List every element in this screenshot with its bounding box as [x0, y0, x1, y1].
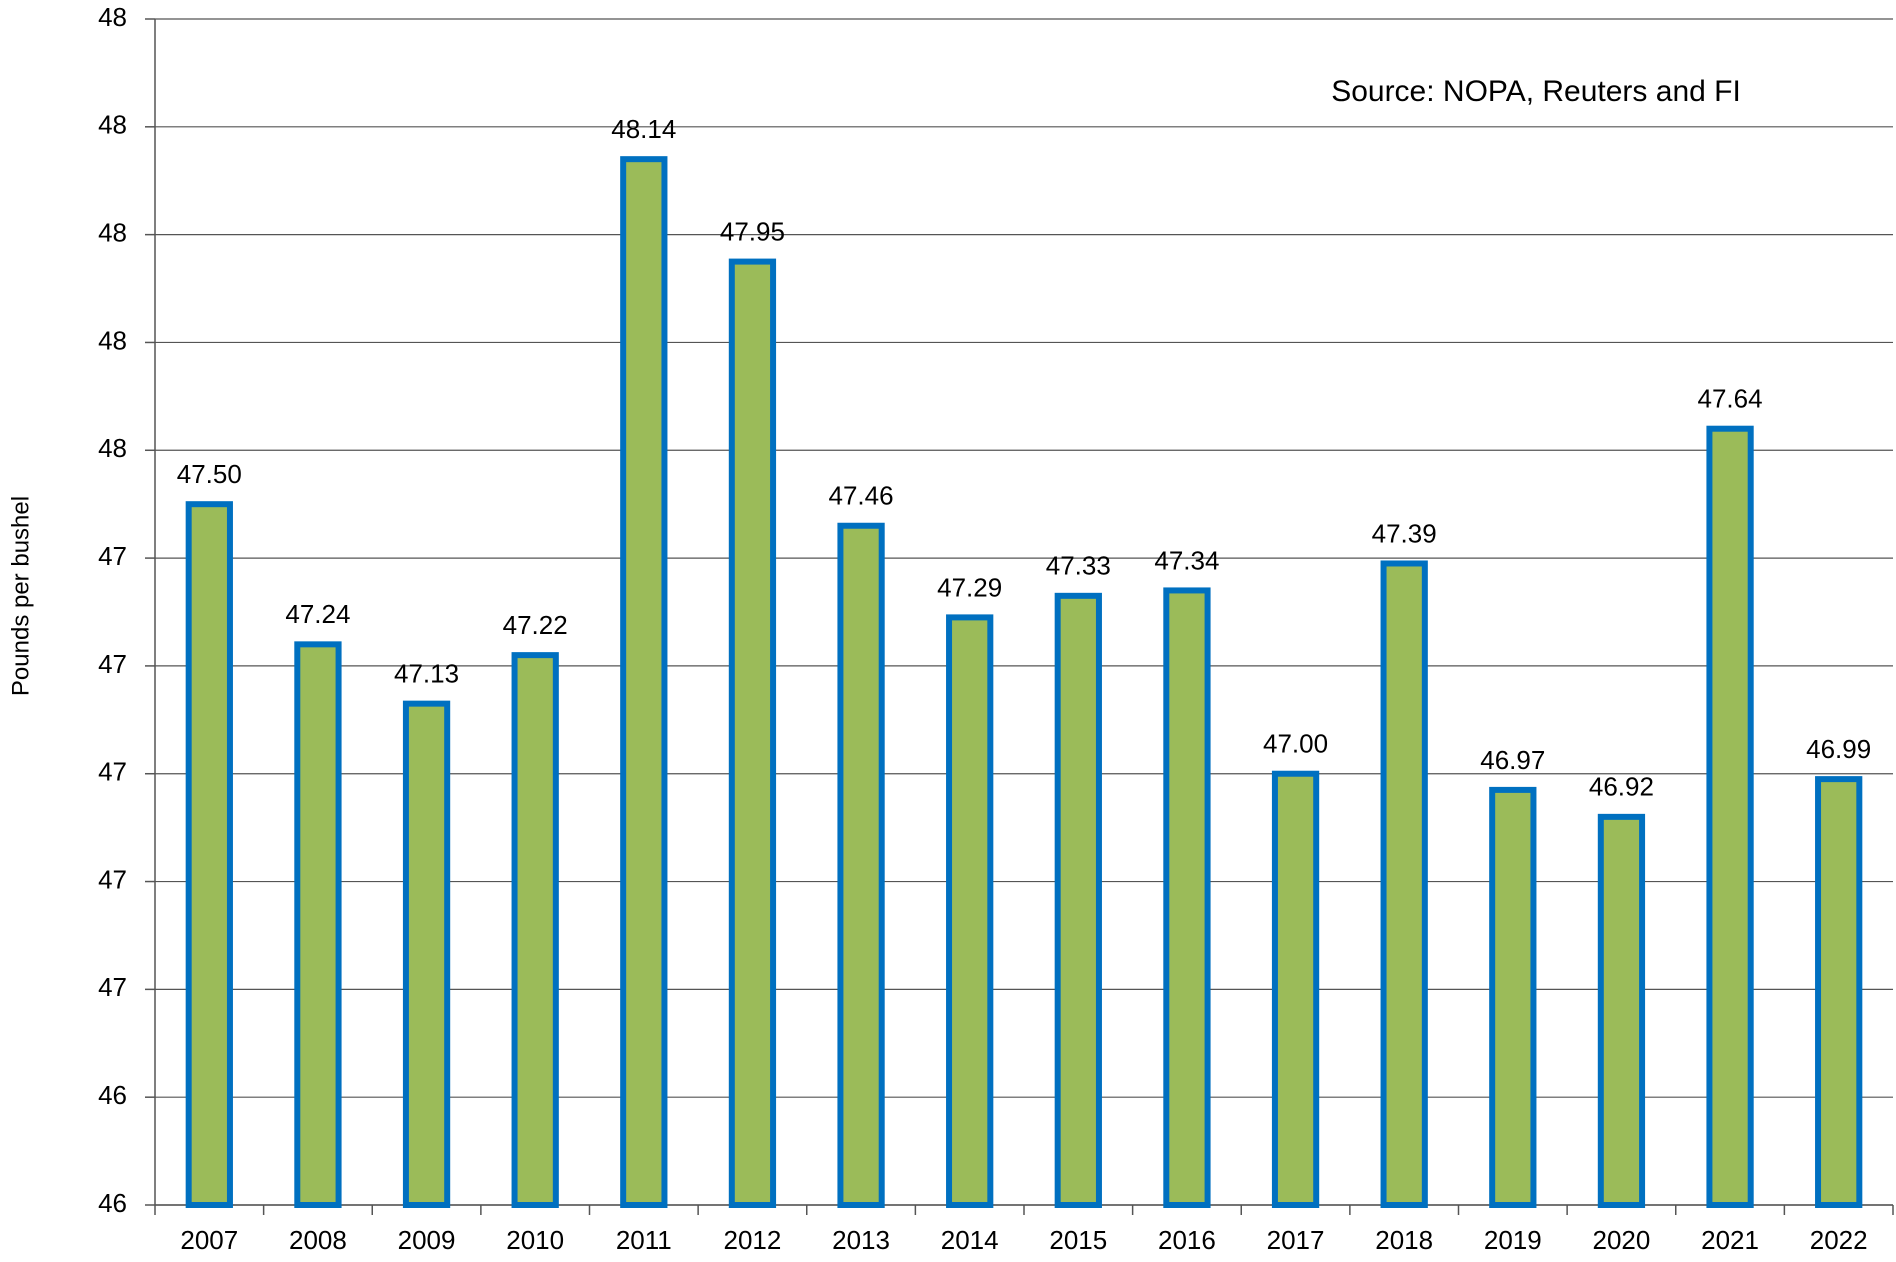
bar: [294, 641, 342, 1208]
x-tick-label: 2018: [1375, 1225, 1433, 1255]
x-tick-label: 2019: [1484, 1225, 1542, 1255]
x-tick-label: 2015: [1049, 1225, 1107, 1255]
bar: [402, 700, 451, 1208]
x-tick-label: 2016: [1158, 1225, 1216, 1255]
bar: [837, 522, 885, 1208]
y-tick-label: 47: [98, 541, 127, 571]
value-label: 46.99: [1806, 734, 1871, 764]
value-label: 47.64: [1698, 384, 1763, 414]
bar: [946, 614, 994, 1208]
bar: [511, 652, 559, 1208]
bar: [1054, 592, 1102, 1208]
y-tick-label: 48: [98, 325, 127, 355]
x-tick-label: 2021: [1701, 1225, 1759, 1255]
y-tick-label: 48: [98, 2, 127, 32]
value-label: 48.14: [611, 114, 676, 144]
y-tick-label: 48: [98, 218, 127, 248]
value-label: 47.13: [394, 659, 459, 689]
annotation: Source: NOPA, Reuters and FI: [1331, 75, 1741, 108]
bar: [1163, 587, 1211, 1208]
value-label: 47.29: [937, 572, 1002, 602]
x-tick-label: 2013: [832, 1225, 890, 1255]
bar: [1380, 560, 1428, 1208]
y-tick-label: 46: [98, 1188, 127, 1218]
value-label: 47.33: [1046, 551, 1111, 581]
value-label: 47.39: [1372, 518, 1437, 548]
x-tick-label: 2022: [1810, 1225, 1868, 1255]
value-label: 47.22: [503, 610, 568, 640]
value-label: 46.97: [1480, 745, 1545, 775]
bar: [1706, 425, 1754, 1208]
value-label: 46.92: [1589, 772, 1654, 802]
y-tick-label: 47: [98, 864, 127, 894]
y-tick-label: 47: [98, 972, 127, 1002]
bar: [620, 156, 668, 1208]
y-tick-label: 48: [98, 433, 127, 463]
bar: [728, 258, 777, 1209]
x-tick-label: 2011: [616, 1225, 672, 1255]
y-tick-label: 48: [98, 110, 127, 140]
x-tick-label: 2017: [1267, 1225, 1325, 1255]
bar: [1597, 813, 1646, 1208]
y-tick-label: 47: [98, 757, 127, 787]
bar: [1271, 770, 1320, 1209]
y-tick-label: 47: [98, 649, 127, 679]
value-label: 47.95: [720, 216, 785, 246]
bar: [185, 501, 233, 1208]
value-label: 47.24: [285, 599, 350, 629]
value-label: 47.34: [1154, 545, 1219, 575]
x-tick-label: 2012: [724, 1225, 782, 1255]
value-label: 47.46: [829, 481, 894, 511]
x-tick-label: 2008: [289, 1225, 347, 1255]
x-tick-label: 2020: [1593, 1225, 1651, 1255]
x-tick-label: 2010: [506, 1225, 564, 1255]
x-tick-label: 2014: [941, 1225, 999, 1255]
value-label: 47.50: [177, 459, 242, 489]
value-label: 47.00: [1263, 729, 1328, 759]
bar: [1489, 786, 1537, 1209]
y-axis-label: Pounds per bushel: [7, 496, 34, 696]
x-tick-label: 2009: [398, 1225, 456, 1255]
y-tick-label: 46: [98, 1080, 127, 1110]
x-tick-label: 2007: [180, 1225, 238, 1255]
bar: [1815, 776, 1863, 1208]
